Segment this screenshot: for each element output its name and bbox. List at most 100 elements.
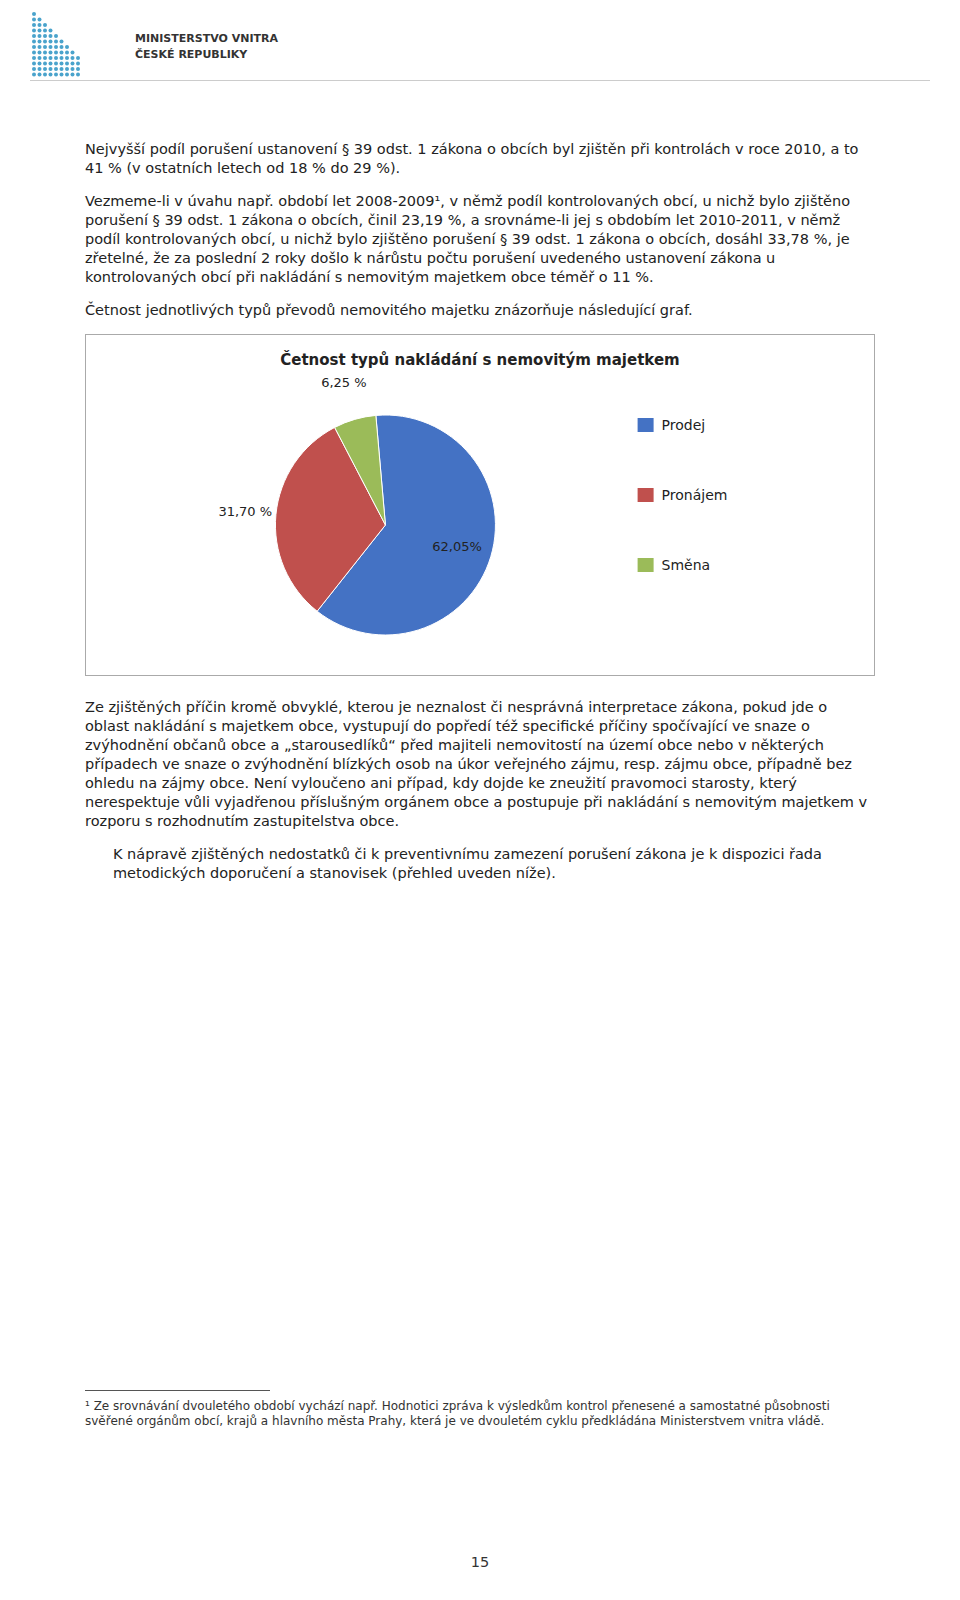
legend-label: Prodej (662, 417, 706, 433)
logo-dot (54, 67, 58, 71)
logo-dot (32, 18, 36, 22)
logo-dot (32, 40, 36, 44)
chart-box: Četnost typů nakládání s nemovitým majet… (85, 334, 875, 676)
logo-dot (38, 34, 42, 38)
logo-dot (38, 40, 42, 44)
logo-dot (49, 29, 53, 33)
logo-dot (38, 73, 42, 77)
logo-dot (38, 62, 42, 66)
content: Nejvyšší podíl porušení ustanovení § 39 … (85, 140, 875, 897)
logo-dot (71, 56, 75, 60)
logo-dot (43, 34, 47, 38)
logo-dot (60, 73, 64, 77)
logo-dot (32, 23, 36, 27)
logo-dot (71, 62, 75, 66)
footnote-rule (85, 1390, 270, 1391)
logo-dot (76, 56, 80, 60)
logo-dot (54, 45, 58, 49)
logo-dot (76, 67, 80, 71)
logo-dot (49, 40, 53, 44)
logo-dot (65, 45, 69, 49)
logo-dot (49, 73, 53, 77)
logo-dot (38, 56, 42, 60)
legend: Prodej Pronájem Směna (638, 417, 728, 573)
data-label: 6,25 % (321, 375, 366, 390)
logo-dot (49, 62, 53, 66)
page-number: 15 (0, 1554, 960, 1570)
logo-dot (43, 67, 47, 71)
logo-dot (71, 67, 75, 71)
header-text: ČESKÉ REPUBLIKY (135, 48, 247, 61)
logo-dot (32, 73, 36, 77)
logo-dot (32, 29, 36, 33)
header: MINISTERSTVO VNITRA ČESKÉ REPUBLIKY (30, 10, 930, 81)
footnote-text: ¹ Ze srovnávání dvouletého období vycház… (85, 1399, 875, 1429)
logo (30, 10, 130, 80)
logo-dot (60, 45, 64, 49)
legend-label: Směna (662, 557, 711, 573)
logo-dot (49, 67, 53, 71)
paragraph: Vezmeme-li v úvahu např. období let 2008… (85, 192, 875, 287)
logo-dot (38, 18, 42, 22)
logo-dot (43, 56, 47, 60)
logo-dot (49, 45, 53, 49)
header-text: MINISTERSTVO VNITRA (135, 32, 278, 45)
legend-swatch (638, 558, 654, 572)
logo-dot (43, 29, 47, 33)
logo-dot (43, 51, 47, 55)
logo-dot (32, 67, 36, 71)
logo-dot (65, 56, 69, 60)
logo-dot (60, 67, 64, 71)
logo-dot (49, 34, 53, 38)
logo-dot (43, 73, 47, 77)
logo-dot (76, 62, 80, 66)
logo-dot (49, 56, 53, 60)
pie-slice (335, 415, 386, 525)
logo-dot (32, 51, 36, 55)
logo-dot (71, 51, 75, 55)
logo-dot (54, 34, 58, 38)
logo-dot (54, 51, 58, 55)
logo-dot (38, 45, 42, 49)
logo-dot (32, 56, 36, 60)
data-label: 62,05% (432, 539, 482, 554)
logo-dot (38, 51, 42, 55)
paragraph: Ze zjištěných příčin kromě obvyklé, kter… (85, 698, 875, 831)
logo-dot (38, 67, 42, 71)
logo-dot (43, 23, 47, 27)
logo-dot (38, 29, 42, 33)
logo-dot (32, 45, 36, 49)
paragraph: Četnost jednotlivých typů převodů nemovi… (85, 301, 875, 320)
data-label: 31,70 % (218, 504, 272, 519)
logo-dot (60, 56, 64, 60)
chart: Četnost typů nakládání s nemovitým majet… (86, 335, 874, 675)
logo-dot (76, 73, 80, 77)
pie (275, 415, 495, 635)
paragraph: Nejvyšší podíl porušení ustanovení § 39 … (85, 140, 875, 178)
logo-dot (65, 62, 69, 66)
logo-dot (43, 62, 47, 66)
logo-dot (65, 73, 69, 77)
paragraph: K nápravě zjištěných nedostatků či k pre… (85, 845, 875, 883)
logo-dot (32, 34, 36, 38)
logo-dot (60, 51, 64, 55)
legend-label: Pronájem (662, 487, 728, 503)
legend-swatch (638, 488, 654, 502)
logo-dot (32, 62, 36, 66)
logo-dot (65, 51, 69, 55)
logo-dot (65, 67, 69, 71)
logo-dot (43, 45, 47, 49)
logo-dot (54, 62, 58, 66)
logo-dot (54, 40, 58, 44)
logo-dot (71, 73, 75, 77)
chart-title: Četnost typů nakládání s nemovitým majet… (280, 350, 679, 369)
legend-swatch (638, 418, 654, 432)
logo-dot (54, 56, 58, 60)
logo-dot (49, 51, 53, 55)
logo-dot (38, 23, 42, 27)
logo-dot (43, 40, 47, 44)
logo-dot (60, 62, 64, 66)
logo-dot (32, 12, 36, 16)
logo-dot (54, 73, 58, 77)
logo-dot (60, 40, 64, 44)
